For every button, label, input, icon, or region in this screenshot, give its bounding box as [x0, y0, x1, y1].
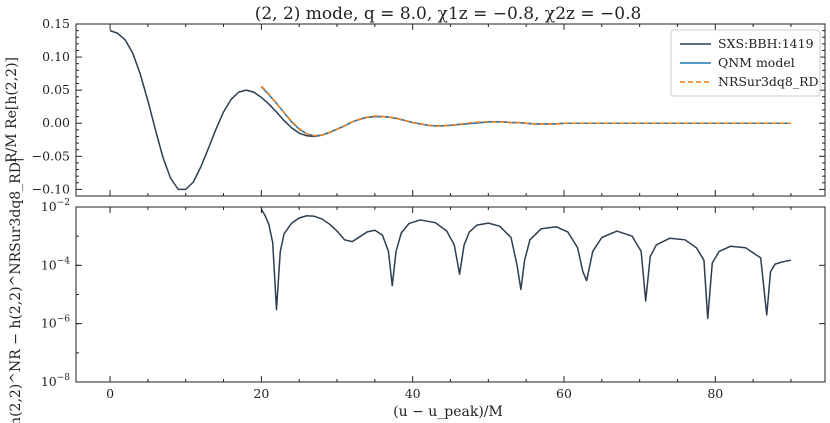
- top-axis-ticks: −0.10 −0.05 0.00 0.05 0.10 0.15: [32, 16, 825, 197]
- top-y-tick-label: 0.00: [42, 115, 70, 130]
- top-y-tick-label: 0.10: [42, 49, 70, 64]
- top-series-line-2: [260, 85, 791, 137]
- bottom-y-tick-label: 10−6: [41, 315, 70, 331]
- top-y-axis-label: R/M Re[h(2,2)]: [4, 57, 20, 163]
- legend-box: [670, 29, 821, 97]
- bottom-plot-lines: [260, 208, 792, 320]
- top-y-tick-label: 0.05: [42, 82, 70, 97]
- x-axis-label: (u − u_peak)/M: [393, 404, 503, 420]
- legend: SXS:BBH:1419 QNM model NRSur3dq8_RD: [670, 29, 821, 97]
- top-y-tick-label: −0.10: [32, 181, 70, 196]
- bottom-series-line-0: [260, 208, 792, 320]
- bottom-panel: 0 20 40 60 80 10−8 10−6 10−4 10−2 |h(2,2)^NR − h…: [8, 157, 826, 423]
- bottom-y-tick-label: 10−2: [41, 198, 70, 214]
- bottom-y-axis-label: |h(2,2)^NR − h(2,2)^NRSur3dq8_RD|: [8, 157, 24, 423]
- bottom-plot-frame: [75, 206, 826, 383]
- x-tick-label: 0: [106, 386, 114, 401]
- bottom-y-tick-label: 10−4: [41, 256, 70, 272]
- x-tick-label: 60: [556, 386, 572, 401]
- bottom-y-tick-label: 10−8: [41, 373, 70, 389]
- top-panel: −0.10 −0.05 0.00 0.05 0.10 0.15 R/M Re[h(2,2)…: [4, 16, 826, 197]
- top-plot-lines: [109, 29, 791, 191]
- x-tick-label: 20: [253, 386, 269, 401]
- top-y-tick-label: 0.15: [42, 16, 70, 31]
- legend-label-qnm: QNM model: [718, 55, 795, 70]
- top-y-tick-label: −0.05: [32, 148, 70, 163]
- x-tick-label: 40: [405, 386, 421, 401]
- x-tick-label: 80: [707, 386, 723, 401]
- bottom-axis-ticks: 0 20 40 60 80 10−8 10−6 10−4 10−2: [41, 198, 825, 401]
- legend-label-nrsur: NRSur3dq8_RD: [718, 74, 819, 89]
- chart-title: (2, 2) mode, q = 8.0, χ1z = −0.8, χ2z = …: [255, 4, 642, 24]
- legend-label-sxs: SXS:BBH:1419: [718, 36, 814, 51]
